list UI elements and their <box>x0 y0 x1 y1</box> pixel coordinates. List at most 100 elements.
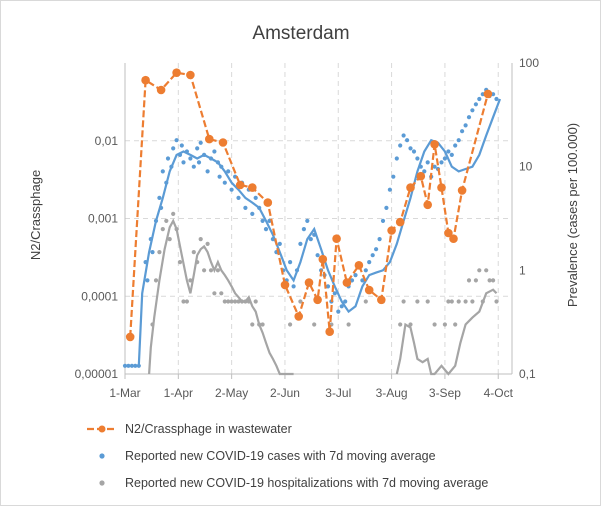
case-point <box>236 195 241 200</box>
hospitalization-point <box>453 322 458 327</box>
n2-point <box>205 134 214 144</box>
legend: N2/Crassphage in wastewater Reported new … <box>87 422 488 490</box>
case-point <box>405 138 410 143</box>
case-point <box>456 138 461 143</box>
n2-point <box>263 198 273 207</box>
case-point <box>243 205 248 210</box>
case-point <box>408 146 413 151</box>
n2-point <box>416 171 426 181</box>
hospitalization-point <box>408 322 413 327</box>
case-point <box>343 299 348 304</box>
y-axis-left-title: N2/Crassphage <box>28 170 43 260</box>
hospitalization-point <box>346 322 351 327</box>
hospitalization-point <box>229 299 234 304</box>
case-point <box>263 227 269 232</box>
case-point <box>494 96 499 102</box>
case-point <box>145 278 150 283</box>
case-point <box>470 108 475 113</box>
case-point <box>380 218 386 223</box>
case-point <box>384 205 389 210</box>
n2-point <box>457 186 467 195</box>
hospitalization-point <box>160 227 165 232</box>
hospitalization-point <box>208 268 214 273</box>
case-point <box>398 143 403 148</box>
case-point <box>387 187 392 192</box>
hospitalization-point <box>226 299 231 304</box>
case-point <box>439 160 444 165</box>
n2-point <box>313 295 322 305</box>
y-right-tick-label: 1 <box>519 263 526 277</box>
hospitalization-point <box>253 299 258 304</box>
case-point <box>446 149 451 154</box>
n2-point <box>294 312 304 321</box>
case-point <box>315 253 320 258</box>
case-point <box>453 143 458 148</box>
hospitalization-point <box>191 250 196 255</box>
hospitalization-point <box>222 299 227 304</box>
case-point <box>212 149 217 154</box>
y-axis-right-title: Prevalence (cases per 100.000) <box>565 123 580 307</box>
case-point <box>291 284 296 289</box>
n2-point <box>395 217 405 227</box>
n2-point <box>172 68 181 77</box>
n2-point <box>342 278 352 287</box>
case-point <box>394 156 399 161</box>
legend-swatch-marker <box>98 425 106 433</box>
case-point <box>308 237 313 242</box>
n2-point <box>364 285 374 295</box>
case-point <box>377 237 382 242</box>
case-point <box>277 241 282 246</box>
n2-point <box>248 183 257 192</box>
hospitalization-point <box>298 299 303 304</box>
hospitalization-point <box>494 299 499 304</box>
hospitalization-point <box>446 299 451 304</box>
hospitalization-point <box>288 322 293 327</box>
hospitalization-point <box>157 250 162 255</box>
case-point <box>353 273 358 278</box>
n2-point <box>235 180 245 190</box>
case-point <box>253 195 258 200</box>
case-point <box>477 96 482 102</box>
case-point <box>449 152 454 157</box>
case-point <box>301 227 306 232</box>
hospitalization-point <box>233 299 238 304</box>
n2-point <box>444 228 453 238</box>
case-point <box>473 102 478 107</box>
case-point <box>195 146 200 151</box>
n2-point <box>483 89 493 99</box>
hospitalization-point <box>177 260 183 265</box>
case-point <box>374 247 379 252</box>
case-point <box>422 169 427 174</box>
hospitalization-point <box>181 299 186 304</box>
case-point <box>367 260 372 265</box>
x-tick-label: 3-Jul <box>325 386 351 400</box>
hospitalization-point <box>164 218 169 223</box>
case-point <box>205 169 210 174</box>
y-right-tick-label: 100 <box>519 56 539 70</box>
case-point <box>171 146 176 151</box>
case-point <box>339 304 344 309</box>
hospitalization-point <box>425 299 430 304</box>
hospitalization-point <box>260 322 265 327</box>
case-point <box>174 138 179 143</box>
hospitalization-point <box>466 278 472 283</box>
legend-label: N2/Crassphage in wastewater <box>125 422 292 436</box>
case-point <box>222 180 227 185</box>
chart-title: Amsterdam <box>252 23 349 44</box>
case-point <box>288 260 293 265</box>
hospitalization-point <box>491 278 496 283</box>
hospitalization-point <box>184 299 189 304</box>
case-point <box>250 211 255 216</box>
case-point <box>442 156 447 161</box>
legend-swatch-dot <box>99 453 105 459</box>
case-point <box>360 278 365 283</box>
axes: 0,00001 0,0001 0,001 0,01 0,1 1 10 100 1-Mar 1-Ap… <box>75 56 540 400</box>
x-tick-label: 3-Aug <box>376 386 408 400</box>
case-point <box>336 309 341 314</box>
y-left-tick-label: 0,0001 <box>81 289 118 303</box>
n2-point <box>156 85 166 95</box>
x-tick-label: 1-Apr <box>164 386 193 400</box>
hospitalization-point <box>487 278 492 283</box>
x-tick-label: 4-Oct <box>484 386 514 400</box>
case-point <box>160 169 165 174</box>
